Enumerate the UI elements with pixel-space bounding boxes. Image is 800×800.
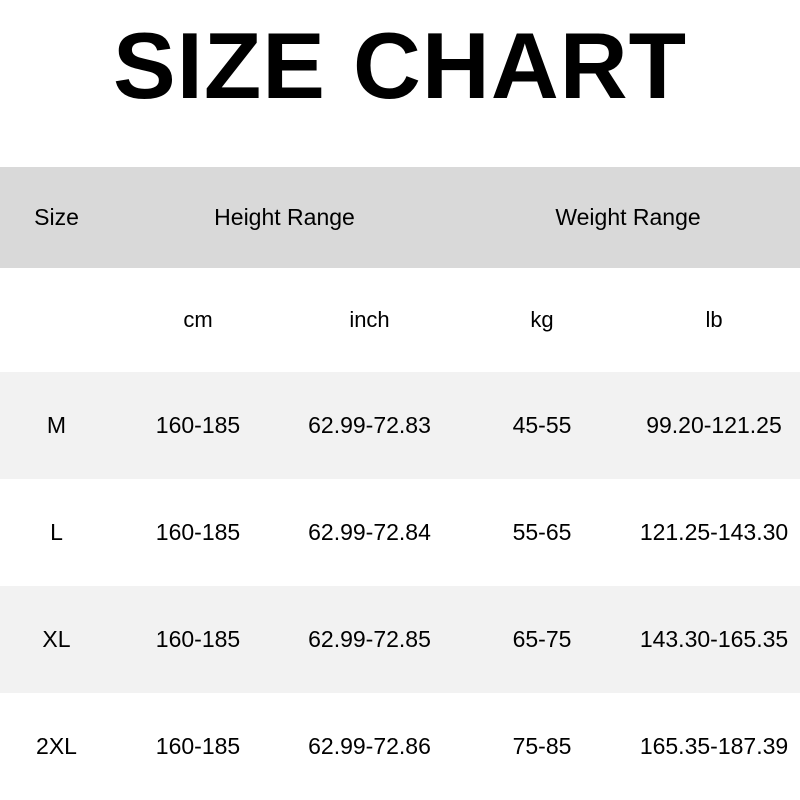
unit-header-size	[0, 268, 113, 372]
cell-height-cm: 160-185	[113, 586, 283, 693]
cell-height-inch: 62.99-72.84	[283, 479, 456, 586]
cell-size: 2XL	[0, 693, 113, 800]
column-header-weight-range: Weight Range	[456, 167, 800, 268]
size-chart-table: Size Height Range Weight Range cm inch k…	[0, 167, 800, 800]
table-row: XL 160-185 62.99-72.85 65-75 143.30-165.…	[0, 586, 800, 693]
title-area: SIZE CHART	[0, 0, 800, 167]
table-row: M 160-185 62.99-72.83 45-55 99.20-121.25	[0, 372, 800, 479]
cell-size: L	[0, 479, 113, 586]
unit-header-inch: inch	[283, 268, 456, 372]
unit-header-lb: lb	[628, 268, 800, 372]
cell-height-cm: 160-185	[113, 479, 283, 586]
table-row: 2XL 160-185 62.99-72.86 75-85 165.35-187…	[0, 693, 800, 800]
table-group-header-row: Size Height Range Weight Range	[0, 167, 800, 268]
cell-weight-lb: 143.30-165.35	[628, 586, 800, 693]
column-header-size: Size	[0, 167, 113, 268]
cell-weight-kg: 55-65	[456, 479, 628, 586]
cell-size: M	[0, 372, 113, 479]
cell-weight-lb: 165.35-187.39	[628, 693, 800, 800]
cell-size: XL	[0, 586, 113, 693]
cell-height-cm: 160-185	[113, 693, 283, 800]
unit-header-cm: cm	[113, 268, 283, 372]
cell-weight-kg: 75-85	[456, 693, 628, 800]
table-row: L 160-185 62.99-72.84 55-65 121.25-143.3…	[0, 479, 800, 586]
table-unit-header-row: cm inch kg lb	[0, 268, 800, 372]
cell-weight-lb: 99.20-121.25	[628, 372, 800, 479]
cell-weight-kg: 45-55	[456, 372, 628, 479]
cell-height-inch: 62.99-72.85	[283, 586, 456, 693]
cell-weight-lb: 121.25-143.30	[628, 479, 800, 586]
cell-height-inch: 62.99-72.86	[283, 693, 456, 800]
cell-height-cm: 160-185	[113, 372, 283, 479]
cell-weight-kg: 65-75	[456, 586, 628, 693]
column-header-height-range: Height Range	[113, 167, 456, 268]
cell-height-inch: 62.99-72.83	[283, 372, 456, 479]
page-title: SIZE CHART	[113, 13, 687, 118]
unit-header-kg: kg	[456, 268, 628, 372]
